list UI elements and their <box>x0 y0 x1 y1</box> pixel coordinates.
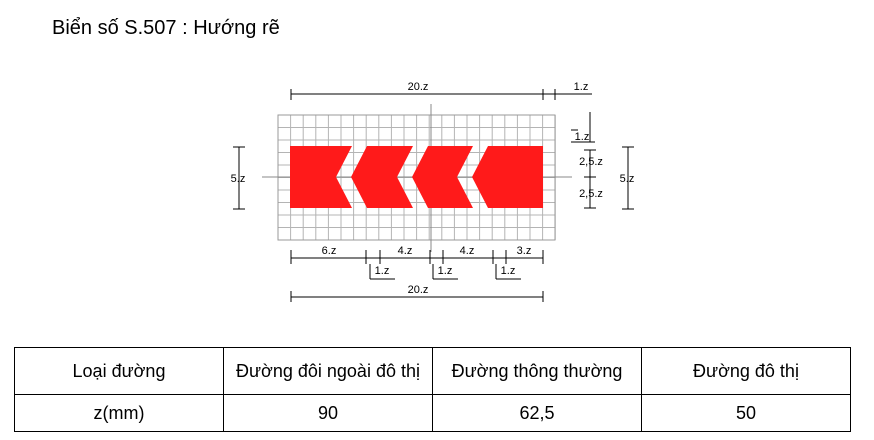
dim-bottom-total: 20.z <box>408 284 429 296</box>
value-urban-road: 50 <box>642 395 851 432</box>
table-header-row: Loại đường Đường đôi ngoài đô thị Đường … <box>15 348 851 395</box>
dim-top-total: 20.z <box>408 81 429 93</box>
dim-right-top-gap: 1.z <box>575 131 590 143</box>
dim-bottom-seg-2: 4.z <box>398 245 413 257</box>
header-road-type: Loại đường <box>15 348 224 395</box>
dim-top-right-gap: 1.z <box>574 81 589 93</box>
dim-right-lower: 2,5.z <box>579 188 603 200</box>
value-normal-road: 62,5 <box>433 395 642 432</box>
dim-gap-1: 1.z <box>375 265 390 277</box>
dim-right-total: 5.z <box>620 173 635 185</box>
header-double-road-outside-city: Đường đôi ngoài đô thị <box>224 348 433 395</box>
dim-bottom-seg-3: 4.z <box>460 245 475 257</box>
dim-gap-3: 1.z <box>501 265 516 277</box>
table-row: z(mm) 90 62,5 50 <box>15 395 851 432</box>
row-label: z(mm) <box>15 395 224 432</box>
header-urban-road: Đường đô thị <box>642 348 851 395</box>
dim-bottom-seg-1: 6.z <box>322 245 337 257</box>
dim-right-upper: 2,5.z <box>579 156 603 168</box>
header-normal-road: Đường thông thường <box>433 348 642 395</box>
sign-diagram: 20.z 1.z 1.z 2,5.z 2,5.z 5.z 5.z 6.z 4.z… <box>0 0 874 340</box>
dim-bottom-seg-4: 3.z <box>517 245 532 257</box>
dim-gap-2: 1.z <box>438 265 453 277</box>
value-double-road-outside-city: 90 <box>224 395 433 432</box>
dimension-table: Loại đường Đường đôi ngoài đô thị Đường … <box>14 347 851 432</box>
dim-left-height: 5.z <box>231 173 246 185</box>
